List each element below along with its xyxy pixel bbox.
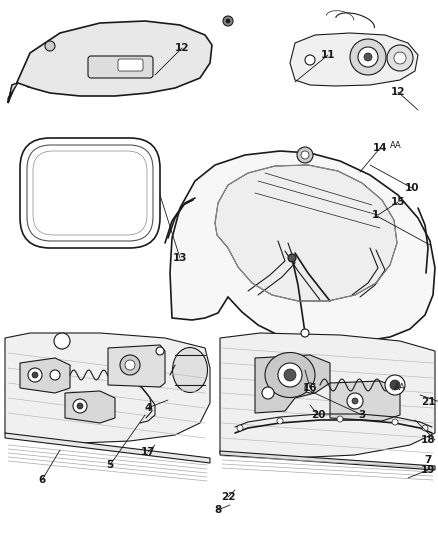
- Circle shape: [390, 380, 400, 390]
- Circle shape: [226, 19, 230, 23]
- Polygon shape: [290, 33, 418, 86]
- Text: AA: AA: [394, 384, 406, 392]
- Circle shape: [278, 363, 302, 387]
- Text: 12: 12: [391, 87, 405, 97]
- Circle shape: [297, 147, 313, 163]
- Text: 7: 7: [424, 455, 432, 465]
- Circle shape: [28, 368, 42, 382]
- Polygon shape: [8, 21, 212, 103]
- Circle shape: [358, 47, 378, 67]
- Polygon shape: [5, 433, 210, 463]
- Circle shape: [394, 52, 406, 64]
- Polygon shape: [170, 151, 435, 343]
- Circle shape: [350, 39, 386, 75]
- Circle shape: [54, 333, 70, 349]
- Text: 1: 1: [371, 210, 378, 220]
- Circle shape: [237, 425, 243, 431]
- Circle shape: [352, 398, 358, 404]
- Circle shape: [223, 16, 233, 26]
- Text: 12: 12: [175, 43, 189, 53]
- Text: 11: 11: [321, 50, 335, 60]
- Circle shape: [45, 41, 55, 51]
- Circle shape: [284, 369, 296, 381]
- Circle shape: [347, 393, 363, 409]
- Circle shape: [120, 355, 140, 375]
- Text: 18: 18: [421, 435, 435, 445]
- Polygon shape: [8, 83, 18, 103]
- Polygon shape: [5, 333, 210, 443]
- Circle shape: [77, 403, 83, 409]
- Polygon shape: [330, 381, 400, 421]
- Text: 4: 4: [144, 403, 152, 413]
- Circle shape: [385, 375, 405, 395]
- Ellipse shape: [265, 352, 315, 398]
- Circle shape: [277, 418, 283, 424]
- Circle shape: [337, 416, 343, 422]
- Circle shape: [305, 55, 315, 65]
- Text: 20: 20: [311, 410, 325, 420]
- Text: 21: 21: [421, 397, 435, 407]
- Text: AA: AA: [390, 141, 402, 149]
- Polygon shape: [215, 165, 397, 301]
- Text: 3: 3: [358, 410, 366, 420]
- Circle shape: [125, 360, 135, 370]
- Text: 15: 15: [391, 197, 405, 207]
- Text: 16: 16: [303, 383, 317, 393]
- Circle shape: [364, 53, 372, 61]
- Ellipse shape: [173, 348, 208, 392]
- Circle shape: [262, 387, 274, 399]
- Circle shape: [301, 329, 309, 337]
- Circle shape: [288, 254, 296, 262]
- Circle shape: [305, 383, 315, 393]
- Circle shape: [392, 419, 398, 425]
- Circle shape: [50, 370, 60, 380]
- FancyBboxPatch shape: [118, 59, 143, 71]
- Polygon shape: [65, 391, 115, 423]
- Text: 14: 14: [373, 143, 387, 153]
- Text: 19: 19: [421, 465, 435, 475]
- Circle shape: [73, 399, 87, 413]
- Circle shape: [156, 347, 164, 355]
- Polygon shape: [20, 358, 70, 393]
- Text: 6: 6: [39, 475, 46, 485]
- Polygon shape: [108, 345, 165, 387]
- Text: 17: 17: [141, 447, 155, 457]
- Circle shape: [301, 151, 309, 159]
- Circle shape: [387, 45, 413, 71]
- Polygon shape: [220, 451, 435, 470]
- Polygon shape: [220, 333, 435, 458]
- Polygon shape: [255, 355, 330, 413]
- Circle shape: [422, 425, 428, 431]
- Text: 10: 10: [405, 183, 419, 193]
- Text: 22: 22: [221, 492, 235, 502]
- Text: 13: 13: [173, 253, 187, 263]
- FancyBboxPatch shape: [88, 56, 153, 78]
- Text: 8: 8: [214, 505, 222, 515]
- FancyBboxPatch shape: [20, 138, 160, 248]
- Text: 5: 5: [106, 460, 113, 470]
- Circle shape: [32, 372, 38, 378]
